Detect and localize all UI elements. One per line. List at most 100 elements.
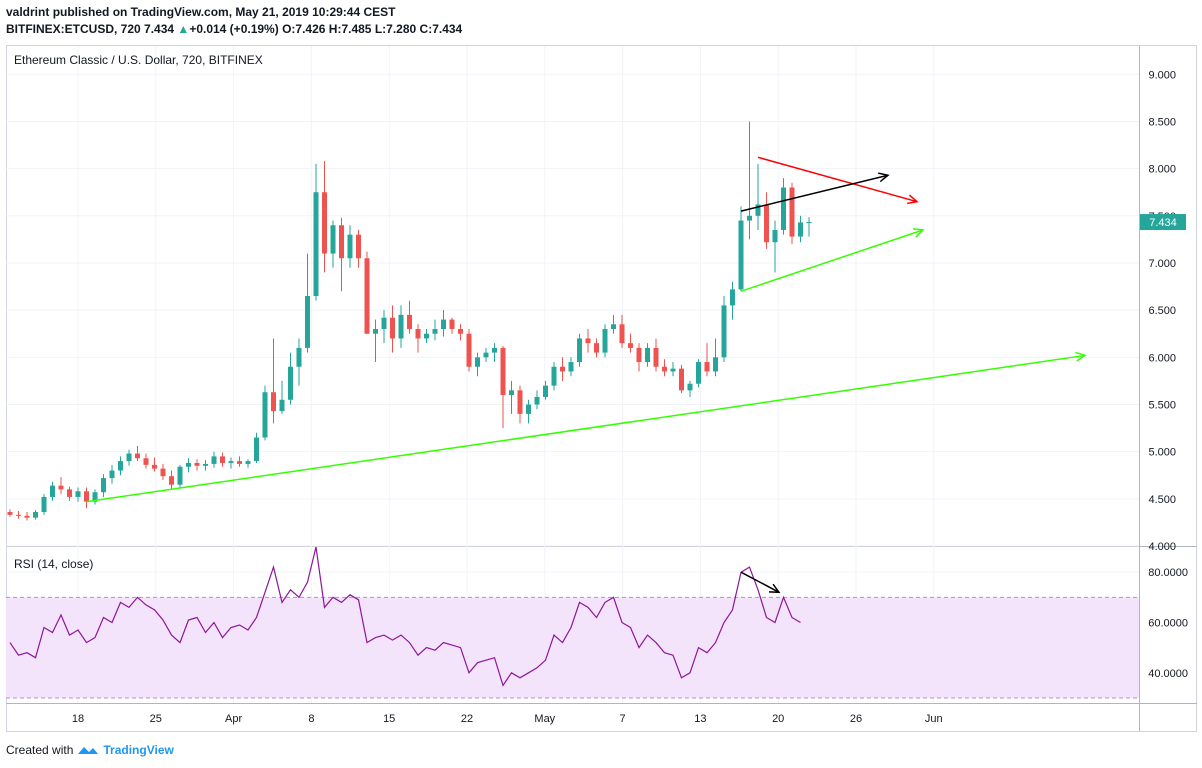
last-price-tag xyxy=(1140,214,1186,231)
candle-body xyxy=(466,333,472,367)
candle-body xyxy=(92,492,98,502)
candle-body xyxy=(594,343,599,353)
resistance-line xyxy=(757,156,918,203)
price-tick-label: 8.500 xyxy=(1148,116,1176,128)
candle-body xyxy=(755,204,761,216)
candle-body xyxy=(109,470,115,479)
rsi-lower-high-arrow-head xyxy=(768,583,781,594)
candle-body xyxy=(398,314,404,339)
author-name[interactable]: valdrint xyxy=(6,5,50,19)
candle-body xyxy=(432,329,438,334)
change-up-icon: ▲ xyxy=(177,22,190,36)
price-tick-label: 4.000 xyxy=(1148,541,1176,553)
candle-body xyxy=(347,234,353,259)
candle-body xyxy=(653,347,659,367)
time-tick-label: 15 xyxy=(383,713,395,725)
long-support-line xyxy=(86,354,1086,503)
rsi-title: RSI (14, close) xyxy=(14,557,93,571)
ohlc-high: 7.485 xyxy=(341,22,372,36)
rsi-axis[interactable]: 40.0000 60.0000 80.0000 xyxy=(1148,567,1188,680)
candle-body xyxy=(543,385,548,397)
candle-body xyxy=(407,314,412,330)
rsi-tick-label: 60.0000 xyxy=(1148,617,1188,629)
candle-body xyxy=(254,437,259,462)
candle-body xyxy=(228,461,234,463)
rsi-line xyxy=(9,546,801,687)
price-tick-label: 6.000 xyxy=(1148,352,1176,364)
candle-body xyxy=(373,329,378,334)
footer: Created with TradingView xyxy=(6,743,174,757)
candle-body xyxy=(585,338,591,344)
short-support-line-head xyxy=(912,227,925,238)
candle-body xyxy=(296,347,302,367)
chart-frame xyxy=(6,45,1197,732)
price-tick-label: 5.000 xyxy=(1148,447,1176,459)
candle-body xyxy=(186,462,191,467)
time-tick-label: May xyxy=(534,713,555,725)
candle-body xyxy=(177,466,183,485)
ohlc-low-label: L: xyxy=(374,22,387,36)
candle-body xyxy=(500,347,506,396)
candle-body xyxy=(24,515,30,518)
price-tick-label: 4.500 xyxy=(1148,494,1176,506)
candle-body xyxy=(7,512,13,515)
candle-body xyxy=(441,319,446,330)
created-with-text: Created with xyxy=(6,743,74,757)
tradingview-brand[interactable]: TradingView xyxy=(103,743,174,757)
time-axis[interactable]: 18 25 Apr 8 15 22 May 7 13 20 26 Jun xyxy=(72,713,943,725)
candle-body xyxy=(381,317,387,330)
candle-body xyxy=(356,234,361,259)
candle-body xyxy=(636,347,642,363)
tradingview-logo-icon xyxy=(78,747,99,754)
candle-body xyxy=(152,464,157,469)
rsi-tick-label: 80.0000 xyxy=(1148,567,1188,579)
candle-body xyxy=(687,383,693,391)
time-tick-label: 18 xyxy=(72,713,84,725)
time-tick-label: 8 xyxy=(308,713,314,725)
candle-body xyxy=(764,204,769,243)
candle-body xyxy=(75,491,81,497)
candle-body xyxy=(288,366,293,400)
candle-body xyxy=(458,329,463,334)
ohlc-low: 7.280 xyxy=(386,22,417,36)
candle-body xyxy=(339,225,344,259)
time-tick-label: 22 xyxy=(461,713,473,725)
candle-body xyxy=(424,333,429,339)
candle-body xyxy=(509,390,514,396)
symbol-line: BITFINEX:ETCUSD, 720 7.434 ▲+0.014 (+0.1… xyxy=(6,22,462,36)
candle-body xyxy=(713,357,718,372)
candle-body xyxy=(483,352,489,358)
price-higher-high-arrow-head xyxy=(878,172,890,183)
short-support-line xyxy=(740,229,924,292)
drawings[interactable] xyxy=(86,156,1087,594)
candle-body xyxy=(619,324,625,344)
symbol-name: BITFINEX:ETCUSD, 720 xyxy=(6,22,141,36)
price-change: +0.014 (+0.19%) xyxy=(189,22,279,36)
ohlc-open-label: O: xyxy=(282,22,296,36)
price-axis[interactable]: 4.0004.5005.0005.5006.0006.5007.0007.500… xyxy=(1148,69,1176,553)
candle-body xyxy=(330,225,336,254)
candle-body xyxy=(577,338,582,363)
candle-body xyxy=(798,222,803,237)
candle-body xyxy=(143,458,149,465)
price-tick-label: 8.000 xyxy=(1148,164,1176,176)
candle-body xyxy=(194,462,200,466)
candle-body xyxy=(517,390,523,414)
price-higher-high-arrow xyxy=(740,174,889,212)
candle-body xyxy=(534,396,540,405)
candle-body xyxy=(721,305,727,358)
time-tick-label: 13 xyxy=(694,713,706,725)
candle-body xyxy=(704,362,710,372)
price-tick-label: 5.500 xyxy=(1148,399,1176,411)
time-tick-label: 25 xyxy=(150,713,162,725)
candle-body xyxy=(101,478,106,493)
candle-body xyxy=(415,329,421,339)
candle-body xyxy=(169,476,174,485)
time-tick-label: 7 xyxy=(620,713,626,725)
publish-info: valdrint published on TradingView.com, M… xyxy=(6,5,395,19)
price-tick-label: 9.000 xyxy=(1148,69,1176,81)
candle-body xyxy=(568,362,574,372)
candle-body xyxy=(492,347,497,353)
long-support-line-head xyxy=(1075,351,1087,362)
